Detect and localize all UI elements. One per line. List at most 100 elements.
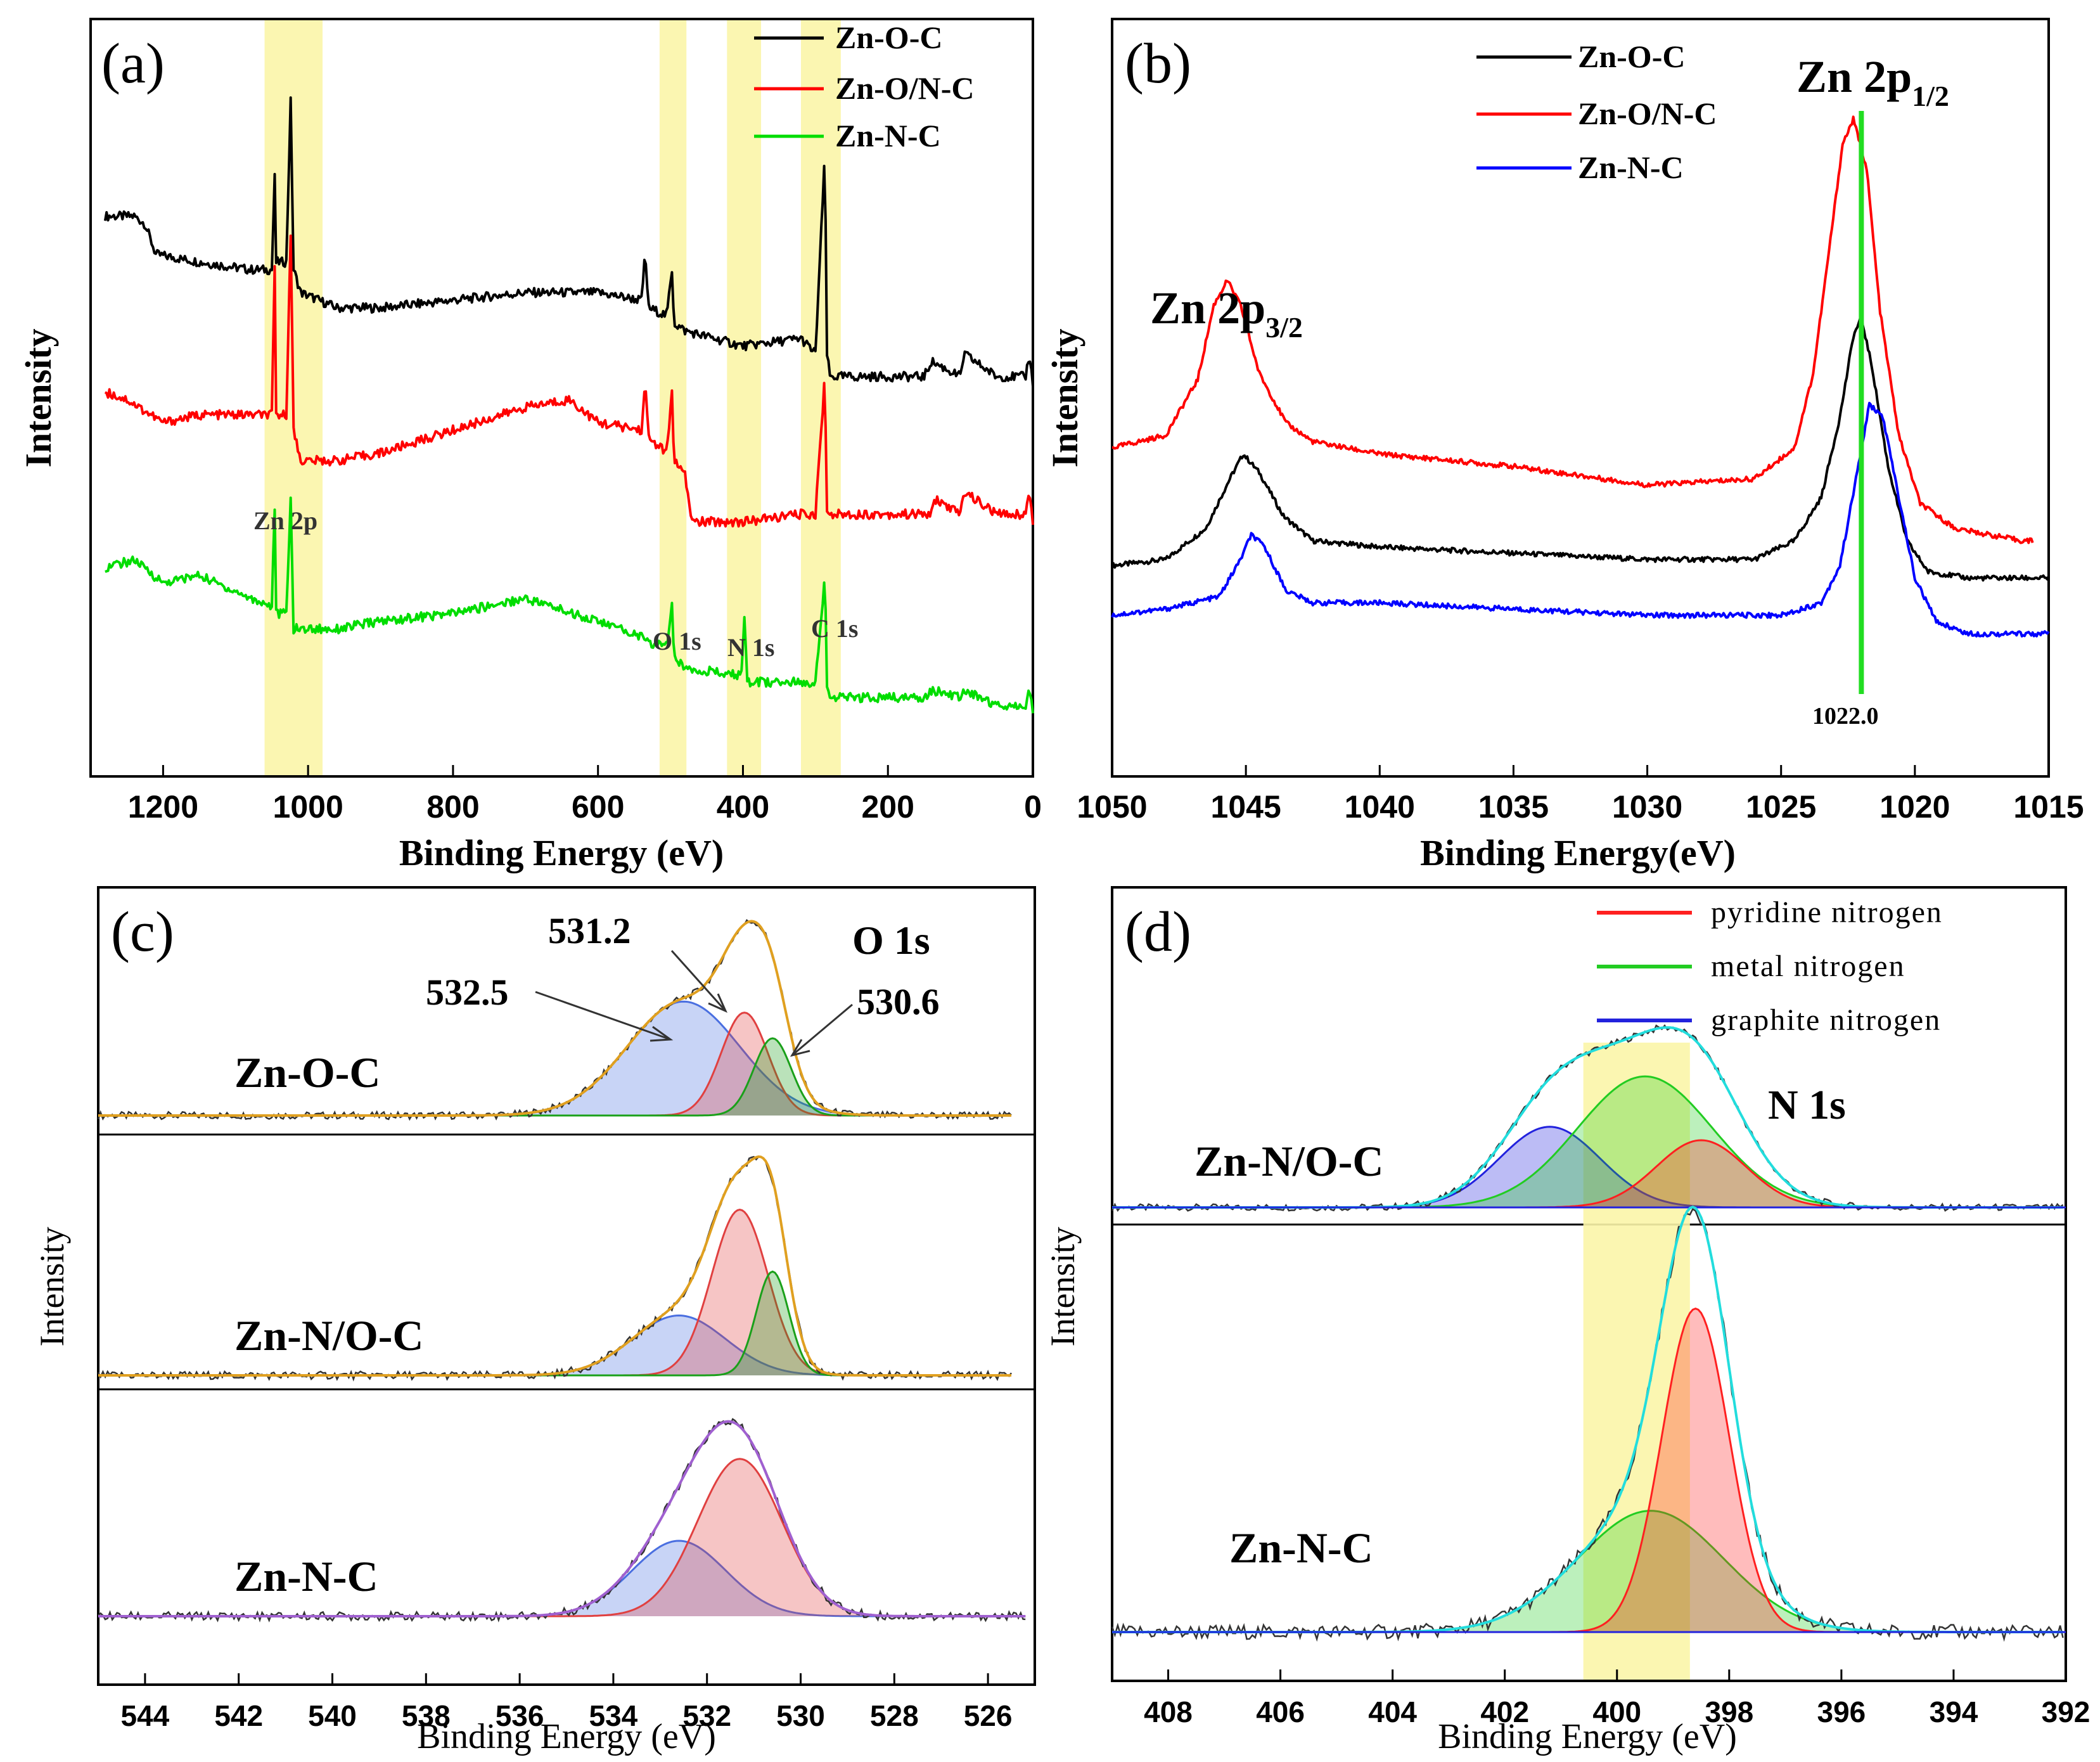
panel-b-legend: Zn-O-C Zn-O/N-C Zn-N-C <box>1476 39 1717 185</box>
panel-c-fits <box>97 919 1026 1623</box>
x-tick-label: 544 <box>121 1699 170 1732</box>
fit-envelope <box>98 920 1011 1117</box>
panel-d-ticks: 408 406 404 402 400 398 396 394 392 <box>1144 1669 2090 1728</box>
panel-c-xlabel: Binding Energy (eV) <box>417 1717 716 1756</box>
panel-a-xlabel: Binding Energy (eV) <box>399 832 724 873</box>
series-line-zn-o-c <box>103 96 1034 387</box>
panel-b-ylabel: Intensity <box>1044 328 1085 467</box>
panel-a-legend: Zn-O-C Zn-O/N-C Zn-N-C <box>754 20 974 153</box>
highlight-band <box>800 20 841 775</box>
panel-c-tag: (c) <box>111 901 174 963</box>
panel-d-fits <box>1111 1024 2066 1642</box>
legend-label-zn-o-n-c: Zn-O/N-C <box>1578 96 1717 131</box>
x-tick-label: 1035 <box>1478 789 1549 825</box>
x-tick-label: 402 <box>1480 1695 1529 1728</box>
panel-d-legend: pyridine nitrogen metal nitrogen graphit… <box>1597 896 1942 1037</box>
x-tick-label: 392 <box>2042 1695 2090 1728</box>
panel-b-tag: (b) <box>1125 32 1191 95</box>
legend-label-zn-o-c: Zn-O-C <box>835 20 942 55</box>
subplot-label-zn-n-c: Zn-N-C <box>1229 1524 1373 1572</box>
subplot-zn-n-c <box>1111 1206 2066 1642</box>
legend-label-graphite: graphite nitrogen <box>1711 1003 1941 1037</box>
x-tick-label: 200 <box>862 789 914 825</box>
annotation-n-1s: N 1s <box>727 633 774 662</box>
x-tick-label: 800 <box>426 789 479 825</box>
panel-d-title: N 1s <box>1768 1082 1846 1128</box>
x-tick-label: 1050 <box>1077 789 1147 825</box>
annotation-c-1s: C 1s <box>811 614 858 643</box>
subplot-zn-n-c <box>98 1418 1026 1623</box>
x-tick-label: 1015 <box>2013 789 2084 825</box>
panel-c-title: O 1s <box>852 918 930 963</box>
panel-c: 544 542 540 538 536 534 532 530 528 526 (c) O 1s … <box>33 886 1036 1756</box>
x-tick-label: 528 <box>870 1699 919 1732</box>
series-line-zn-n-c <box>105 496 1034 714</box>
x-tick-label: 1000 <box>273 789 343 825</box>
x-tick-label: 406 <box>1256 1695 1305 1728</box>
x-tick-label: 532 <box>682 1699 731 1732</box>
x-tick-label: 526 <box>964 1699 1013 1732</box>
x-tick-label: 542 <box>214 1699 263 1732</box>
panel-a-ticks: 1200 1000 800 600 400 200 0 <box>128 765 1042 825</box>
component-area-530.6 <box>98 1038 1011 1116</box>
annotation-o-1s: O 1s <box>653 627 701 655</box>
panel-a-tag: (a) <box>101 32 165 95</box>
panel-c-arrows <box>535 949 853 1057</box>
panel-b-ticks: 1050 1045 1040 1035 1030 1025 1020 1015 <box>1077 765 2084 825</box>
series-line-zn-o-n-c <box>104 235 1034 528</box>
x-tick-label: 600 <box>572 789 624 825</box>
x-tick-label: 0 <box>1024 789 1042 825</box>
x-tick-label: 404 <box>1368 1695 1417 1728</box>
panel-d: 408 406 404 402 400 398 396 394 392 (d) N 1s pyr… <box>1044 886 2090 1756</box>
subplot-label-zn-n-o-c: Zn-N/O-C <box>234 1311 423 1360</box>
x-tick-label: 1025 <box>1746 789 1816 825</box>
highlight-band <box>1583 1043 1690 1680</box>
arrow-532-5 <box>535 991 671 1041</box>
annotation-531-2: 531.2 <box>548 910 631 951</box>
x-tick-label: 400 <box>1592 1695 1641 1728</box>
component-area-531.3 <box>98 1458 1026 1616</box>
subplot-label-zn-o-c: Zn-O-C <box>234 1048 380 1096</box>
panel-d-band <box>1583 1043 1690 1680</box>
annotation-530-6: 530.6 <box>857 981 940 1022</box>
arrow-531-2-head <box>708 993 727 1013</box>
annotation-1022: 1022.0 <box>1812 703 1879 730</box>
x-tick-label: 534 <box>589 1699 638 1732</box>
x-tick-label: 538 <box>402 1699 451 1732</box>
legend-label-zn-o-n-c: Zn-O/N-C <box>835 70 974 106</box>
panel-d-tag: (d) <box>1125 901 1191 963</box>
panel-b: 1050 1045 1040 1035 1030 1025 1020 1015 (b) Zn-… <box>1044 18 2084 873</box>
x-tick-label: 400 <box>717 789 769 825</box>
subplot-label-zn-n-o-c: Zn-N/O-C <box>1194 1137 1383 1185</box>
subplot-zn-o-c <box>97 919 1012 1121</box>
highlight-band <box>727 20 762 775</box>
panel-a-bands <box>264 20 841 775</box>
legend-label-zn-n-c: Zn-N-C <box>835 118 941 153</box>
arrow-531-2 <box>670 949 727 1012</box>
fit-envelope <box>98 1420 1026 1617</box>
x-tick-label: 1020 <box>1879 789 1950 825</box>
x-tick-label: 1045 <box>1211 789 1281 825</box>
fit-envelope <box>98 1155 1011 1377</box>
x-tick-label: 396 <box>1817 1695 1866 1728</box>
legend-label-metal: metal nitrogen <box>1711 949 1905 983</box>
subplot-label-zn-n-c: Zn-N-C <box>234 1552 378 1600</box>
component-area-399.4 <box>1112 1510 2063 1632</box>
x-tick-label: 398 <box>1705 1695 1753 1728</box>
raw-spectrum <box>97 1155 1013 1382</box>
legend-label-zn-n-c: Zn-N-C <box>1578 150 1684 185</box>
x-tick-label: 530 <box>776 1699 825 1732</box>
arrow-532-5-head <box>650 1026 674 1042</box>
component-area-401.2 <box>1112 1126 2063 1207</box>
annotation-zn-2p: Zn 2p <box>253 506 317 535</box>
panel-c-ticks: 544 542 540 538 536 534 532 530 528 526 <box>121 1673 1013 1732</box>
panel-a: 1200 1000 800 600 400 200 0 (a) Zn-O-C Zn-O/N-… <box>18 18 1042 873</box>
x-tick-label: 540 <box>308 1699 357 1732</box>
series-line-zn-o-n-c <box>1111 115 2034 544</box>
panel-b-series <box>1111 115 2050 638</box>
x-tick-label: 408 <box>1144 1695 1193 1728</box>
panel-d-ylabel: Intensity <box>1044 1227 1082 1347</box>
panel-a-series <box>103 96 1034 714</box>
x-tick-label: 536 <box>496 1699 544 1732</box>
